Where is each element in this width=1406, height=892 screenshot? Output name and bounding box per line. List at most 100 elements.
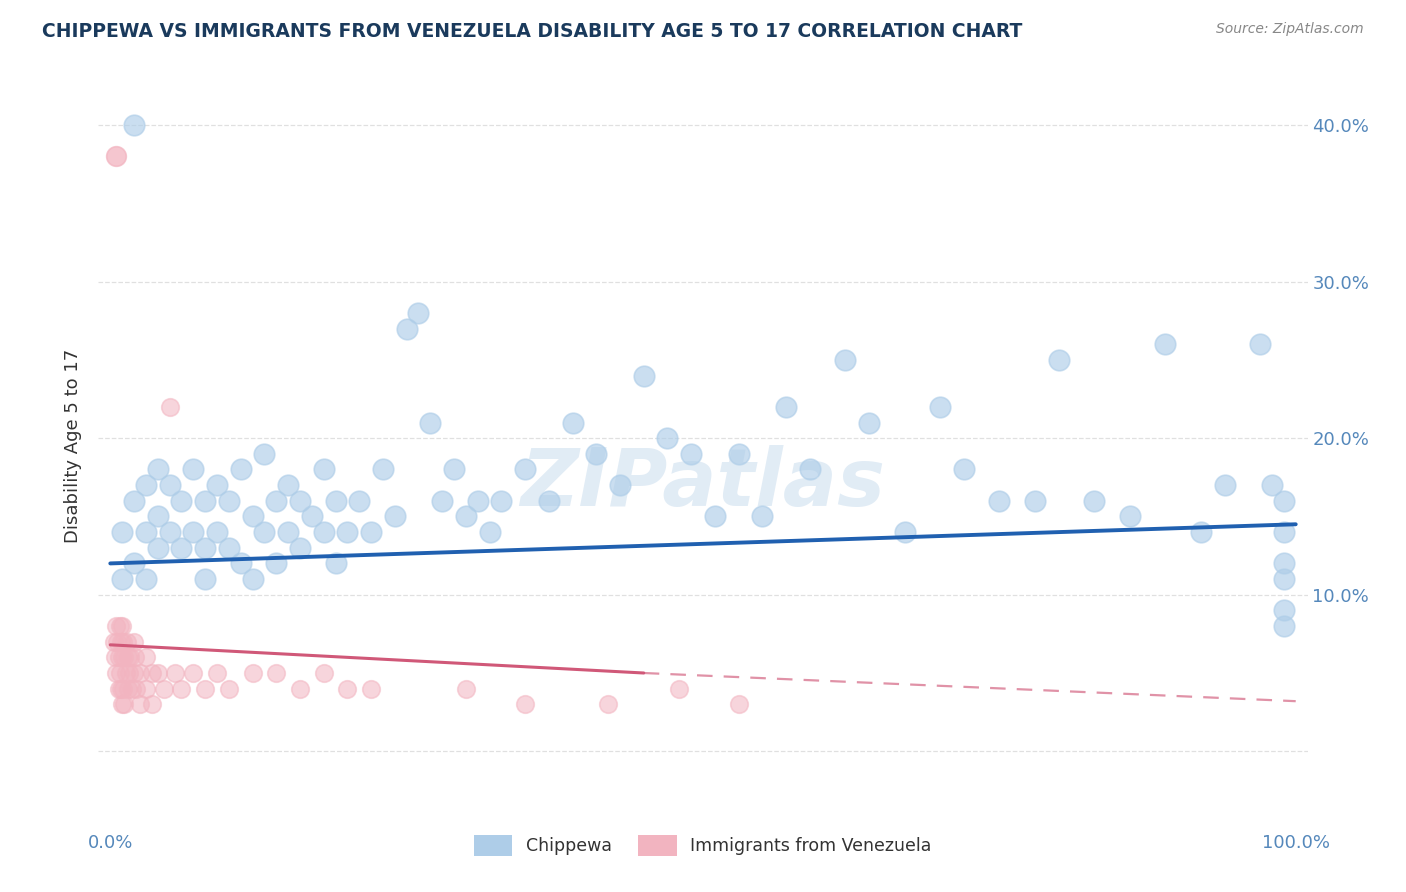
Y-axis label: Disability Age 5 to 17: Disability Age 5 to 17 — [65, 349, 83, 543]
Point — [633, 368, 655, 383]
Point — [288, 493, 311, 508]
Point — [325, 493, 347, 508]
Text: ZIPatlas: ZIPatlas — [520, 445, 886, 524]
Point — [561, 416, 583, 430]
Point — [111, 650, 134, 665]
Point — [194, 681, 217, 696]
Point — [170, 681, 193, 696]
Point — [146, 462, 169, 476]
Point — [103, 634, 125, 648]
Point — [253, 447, 276, 461]
Point — [104, 650, 127, 665]
Point — [218, 493, 240, 508]
Point — [515, 698, 537, 712]
Point — [454, 509, 477, 524]
Point — [929, 400, 952, 414]
Point — [194, 572, 217, 586]
Point — [360, 525, 382, 540]
Point — [114, 650, 136, 665]
Point — [1272, 619, 1295, 633]
Point — [336, 525, 359, 540]
Point — [727, 698, 749, 712]
Point — [122, 634, 145, 648]
Point — [360, 681, 382, 696]
Point — [205, 525, 228, 540]
Point — [668, 681, 690, 696]
Point — [115, 634, 138, 648]
Point — [478, 525, 501, 540]
Point — [952, 462, 974, 476]
Point — [384, 509, 406, 524]
Point — [229, 462, 252, 476]
Point — [122, 557, 145, 571]
Point — [1047, 352, 1070, 367]
Point — [105, 149, 128, 163]
Point — [242, 665, 264, 680]
Point — [312, 525, 335, 540]
Point — [301, 509, 323, 524]
Point — [277, 525, 299, 540]
Point — [135, 572, 157, 586]
Point — [799, 462, 821, 476]
Point — [229, 557, 252, 571]
Point — [114, 698, 136, 712]
Point — [751, 509, 773, 524]
Point — [537, 493, 560, 508]
Point — [205, 665, 228, 680]
Point — [159, 525, 181, 540]
Point — [727, 447, 749, 461]
Point — [218, 681, 240, 696]
Point — [181, 525, 204, 540]
Point — [419, 416, 441, 430]
Point — [205, 478, 228, 492]
Point — [1024, 493, 1046, 508]
Point — [277, 478, 299, 492]
Point — [152, 681, 174, 696]
Point — [159, 400, 181, 414]
Point — [515, 462, 537, 476]
Point — [135, 478, 157, 492]
Point — [408, 306, 430, 320]
Point — [146, 541, 169, 555]
Point — [432, 493, 454, 508]
Point — [1272, 557, 1295, 571]
Point — [112, 634, 135, 648]
Point — [125, 681, 148, 696]
Point — [609, 478, 631, 492]
Point — [105, 619, 128, 633]
Point — [122, 493, 145, 508]
Point — [1189, 525, 1212, 540]
Point — [107, 681, 129, 696]
Point — [988, 493, 1011, 508]
Legend: Chippewa, Immigrants from Venezuela: Chippewa, Immigrants from Venezuela — [467, 828, 939, 863]
Point — [111, 698, 134, 712]
Point — [264, 557, 287, 571]
Point — [135, 525, 157, 540]
Point — [288, 541, 311, 555]
Point — [1119, 509, 1142, 524]
Point — [108, 665, 131, 680]
Text: Source: ZipAtlas.com: Source: ZipAtlas.com — [1216, 22, 1364, 37]
Point — [110, 681, 132, 696]
Point — [170, 541, 193, 555]
Point — [118, 665, 141, 680]
Point — [312, 462, 335, 476]
Point — [467, 493, 489, 508]
Point — [135, 650, 157, 665]
Point — [114, 665, 136, 680]
Point — [585, 447, 607, 461]
Point — [1272, 525, 1295, 540]
Point — [165, 665, 187, 680]
Point — [325, 557, 347, 571]
Point — [1272, 572, 1295, 586]
Point — [159, 478, 181, 492]
Point — [122, 118, 145, 132]
Point — [181, 462, 204, 476]
Text: CHIPPEWA VS IMMIGRANTS FROM VENEZUELA DISABILITY AGE 5 TO 17 CORRELATION CHART: CHIPPEWA VS IMMIGRANTS FROM VENEZUELA DI… — [42, 22, 1022, 41]
Point — [146, 665, 169, 680]
Point — [108, 619, 131, 633]
Point — [141, 665, 163, 680]
Point — [264, 493, 287, 508]
Point — [146, 509, 169, 524]
Point — [681, 447, 703, 461]
